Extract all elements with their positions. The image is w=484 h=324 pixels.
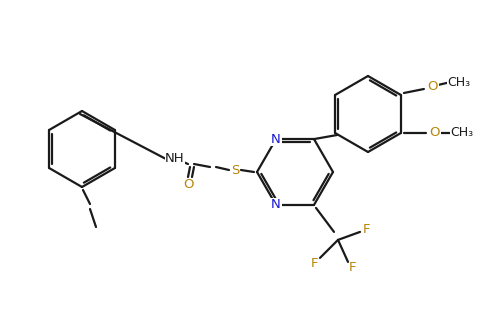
Text: F: F xyxy=(362,224,370,237)
Text: F: F xyxy=(349,261,357,274)
Text: S: S xyxy=(231,164,239,177)
Text: F: F xyxy=(310,257,318,271)
Text: O: O xyxy=(430,126,440,140)
Text: NH: NH xyxy=(165,153,185,166)
Text: CH₃: CH₃ xyxy=(447,75,470,88)
Text: CH₃: CH₃ xyxy=(450,126,473,140)
Text: O: O xyxy=(428,79,438,92)
Text: N: N xyxy=(271,198,281,211)
Text: O: O xyxy=(184,179,194,191)
Text: N: N xyxy=(271,133,281,145)
